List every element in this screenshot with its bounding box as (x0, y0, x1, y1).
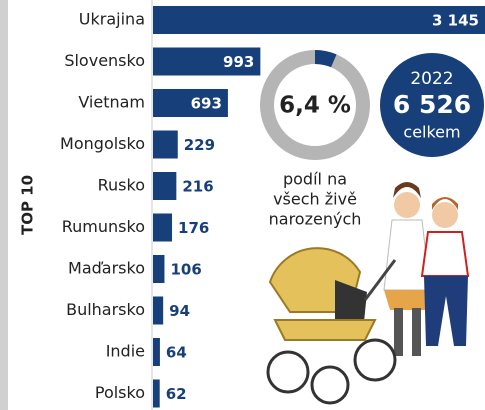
value-label: 993 (223, 53, 254, 71)
bar (153, 255, 165, 283)
category-label: Mongolsko (60, 134, 145, 153)
total-year: 2022 (410, 69, 453, 89)
bar (153, 130, 178, 159)
bar (153, 172, 177, 200)
category-label: Rusko (98, 176, 145, 195)
total-label: celkem (403, 123, 460, 142)
total-circle (380, 53, 484, 157)
side-strip (0, 0, 8, 410)
value-label: 693 (191, 95, 222, 113)
bar (153, 213, 173, 242)
category-label: Indie (106, 342, 145, 361)
value-label: 64 (166, 344, 187, 362)
value-label: 94 (169, 302, 190, 320)
category-label: Polsko (95, 383, 145, 402)
category-label: Maďarsko (68, 259, 145, 278)
category-label: Bulharsko (66, 300, 145, 319)
family-illustration (266, 182, 470, 405)
vertical-title: TOP 10 (19, 175, 37, 235)
value-label: 106 (170, 261, 201, 279)
value-label: 229 (184, 136, 215, 154)
category-label: Slovensko (64, 51, 145, 70)
bar (153, 89, 228, 117)
donut-caption: všech živě (273, 190, 357, 209)
donut-label: 6,4 % (279, 93, 351, 119)
value-label: 176 (178, 219, 209, 237)
category-label: Rumunsko (62, 217, 145, 236)
bar (153, 6, 485, 34)
total-value: 6 526 (393, 90, 471, 119)
bar (153, 379, 160, 408)
bar (153, 296, 164, 325)
bar (153, 338, 160, 366)
donut-segment (314, 50, 337, 68)
bar (153, 47, 261, 76)
value-label: 3 145 (432, 12, 479, 30)
category-label: Ukrajina (79, 10, 145, 29)
value-label: 62 (166, 385, 187, 403)
value-label: 216 (182, 178, 213, 196)
donut-caption: narozených (269, 210, 362, 229)
category-label: Vietnam (78, 93, 145, 112)
donut-caption: podíl na (283, 170, 347, 189)
